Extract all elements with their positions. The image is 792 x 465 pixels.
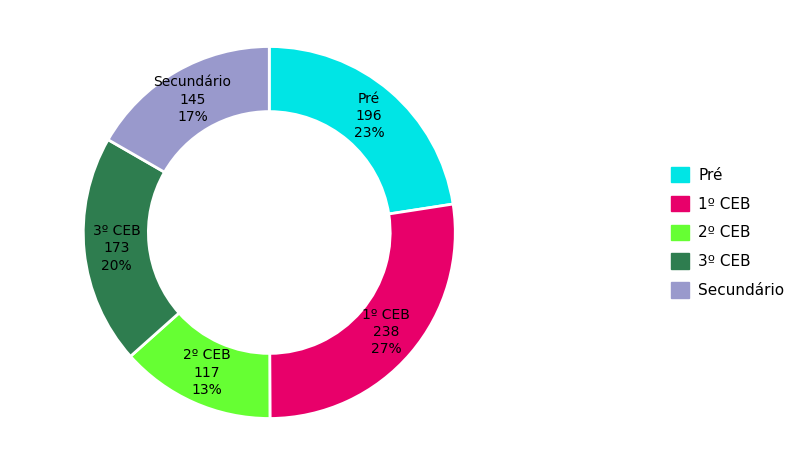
Text: Pré
196
23%: Pré 196 23% [354, 92, 384, 140]
Wedge shape [83, 140, 179, 356]
Text: 1º CEB
238
27%: 1º CEB 238 27% [362, 308, 410, 357]
Wedge shape [131, 313, 270, 418]
Wedge shape [108, 46, 269, 172]
Wedge shape [269, 46, 453, 214]
Legend: Pré, 1º CEB, 2º CEB, 3º CEB, Secundário: Pré, 1º CEB, 2º CEB, 3º CEB, Secundário [671, 166, 784, 299]
Text: 3º CEB
173
20%: 3º CEB 173 20% [93, 224, 140, 272]
Text: Secundário
145
17%: Secundário 145 17% [154, 75, 231, 124]
Text: 2º CEB
117
13%: 2º CEB 117 13% [183, 348, 230, 397]
Wedge shape [270, 204, 455, 418]
